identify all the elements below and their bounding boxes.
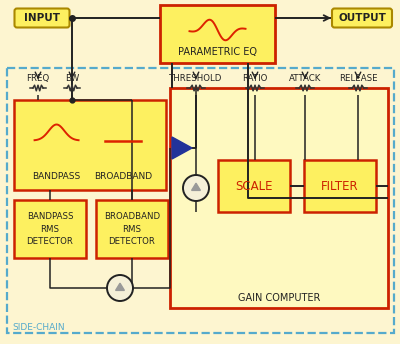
Bar [170,88,388,308]
Polygon shape [172,137,192,159]
Text: INPUT: INPUT [24,13,60,23]
Text: GAIN COMPUTER: GAIN COMPUTER [238,293,320,303]
FancyBboxPatch shape [14,9,70,28]
Bar [218,160,290,212]
Bar [160,5,275,63]
Bar [7,68,394,333]
Text: BROADBAND: BROADBAND [94,172,152,181]
Text: RMS: RMS [122,225,142,234]
Bar [304,160,376,212]
Circle shape [107,275,133,301]
Text: SCALE: SCALE [235,180,273,193]
Text: ATTACK: ATTACK [289,74,321,83]
Text: DETECTOR: DETECTOR [26,237,74,246]
Bar [96,200,168,258]
Text: BANDPASS: BANDPASS [27,212,73,221]
Polygon shape [192,183,200,190]
Text: FREQ: FREQ [26,74,50,83]
Bar [14,200,86,258]
Text: THRESHOLD: THRESHOLD [169,74,223,83]
Text: FILTER: FILTER [321,180,359,193]
Polygon shape [116,283,124,290]
Bar [14,100,166,190]
Text: RMS: RMS [40,225,60,234]
Text: OUTPUT: OUTPUT [338,13,386,23]
Text: RATIO: RATIO [242,74,268,83]
Text: SIDE-CHAIN: SIDE-CHAIN [13,323,65,332]
Text: BROADBAND: BROADBAND [104,212,160,221]
Text: BW: BW [65,74,79,83]
FancyBboxPatch shape [332,9,392,28]
Text: BANDPASS: BANDPASS [32,172,81,181]
Text: DETECTOR: DETECTOR [108,237,156,246]
Text: RELEASE: RELEASE [339,74,377,83]
Text: PARAMETRIC EQ: PARAMETRIC EQ [178,47,257,57]
Circle shape [183,175,209,201]
